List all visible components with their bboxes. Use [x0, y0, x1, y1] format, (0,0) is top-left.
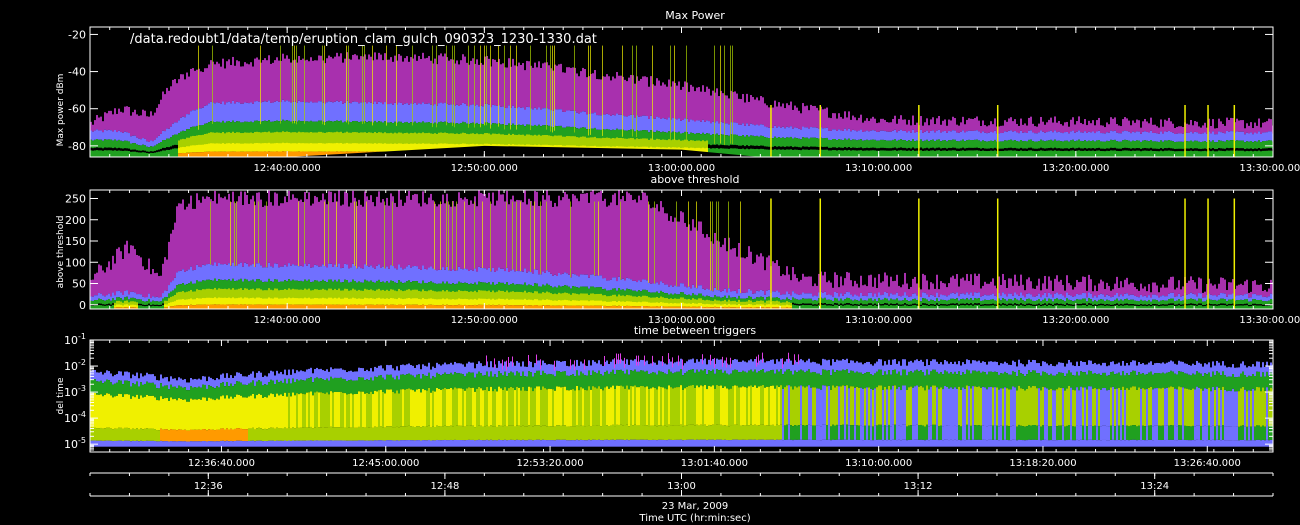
y-tick-label: 100: [65, 256, 86, 269]
panel-title-max-power: Max Power: [665, 9, 725, 22]
activity-spike: [1184, 105, 1186, 157]
heatmap-time-between-triggers: [90, 352, 1273, 447]
x-tick-label: 12:40:00.000: [254, 163, 321, 174]
x-tick-label: 13:10:00.000: [845, 315, 912, 326]
x-tick-label: 13:30:00.000: [1239, 315, 1300, 326]
activity-spike: [996, 105, 999, 157]
activity-spike: [1233, 105, 1236, 157]
activity-spike: [918, 105, 920, 157]
activity-spike: [1207, 198, 1209, 309]
y-tick-label: 10-3: [64, 384, 86, 399]
activity-spike: [819, 105, 822, 157]
y-tick-label: -80: [68, 140, 86, 153]
x-tick-label: 12:45:00.000: [352, 458, 419, 469]
heatmap-above-threshold: [90, 190, 1273, 309]
y-tick-label: 10-4: [64, 410, 86, 425]
secondary-tick-label: 13:24: [1140, 481, 1169, 492]
ylabel-del-time: del time: [56, 377, 66, 414]
y-tick-label: 50: [72, 278, 86, 291]
secondary-tick-label: 13:12: [904, 481, 933, 492]
activity-spike: [1233, 198, 1236, 309]
panel-title-time-between-triggers: time between triggers: [634, 324, 757, 337]
x-tick-label: 12:50:00.000: [451, 315, 518, 326]
secondary-tick-label: 12:48: [430, 481, 459, 492]
x-tick-label: 12:53:20.000: [516, 458, 583, 469]
x-tick-label: 12:50:00.000: [451, 163, 518, 174]
heatmap-columns: [90, 45, 1273, 157]
heatmap-columns: [90, 352, 1273, 447]
x-tick-label: 12:36:40.000: [188, 458, 255, 469]
y-tick-label: 10-2: [64, 358, 86, 373]
x-tick-label: 13:10:00.000: [845, 458, 912, 469]
y-tick-label: 10-1: [64, 332, 86, 347]
panel-max-power: Max Power Max power dBm -80 -60 -40 -20 12:4…: [56, 9, 1300, 174]
x-tick-label: 13:00:00.000: [648, 163, 715, 174]
secondary-tick-label: 12:36: [194, 481, 223, 492]
x-tick-label: 13:10:00.000: [845, 163, 912, 174]
secondary-time-axis: 12:36 12:48 13:00 13:12 13:24: [89, 472, 1274, 497]
activity-spike: [770, 198, 772, 309]
y-tick-label: -20: [68, 28, 86, 41]
x-tick-label: 13:00:00.000: [648, 315, 715, 326]
date-label: 23 Mar, 2009: [662, 501, 729, 512]
y-tick-label: -40: [68, 66, 86, 79]
activity-spike: [996, 198, 999, 309]
x-tick-label: 13:20:00.000: [1042, 163, 1109, 174]
x-axis-label: Time UTC (hr:min:sec): [638, 513, 750, 524]
x-tick-label: 13:01:40.000: [681, 458, 748, 469]
y-tick-label: 10-5: [64, 436, 86, 451]
panel-time-between-triggers: time between triggers del time 10-510-41…: [56, 324, 1274, 469]
axes-time-between-triggers: 10-5 10-4 10-3 10-2 10-1 12:36:40.000 12:45:00…: [64, 332, 1274, 469]
file-label: /data.redoubt1/data/temp/eruption_clam_g…: [130, 32, 597, 47]
ylabel-max-power: Max power dBm: [56, 74, 66, 147]
y-tick-label: 200: [65, 214, 86, 227]
panel-above-threshold: above threshold above threshold 0 50 100 15…: [56, 173, 1300, 326]
x-tick-label: 13:18:20.000: [1009, 458, 1076, 469]
secondary-tick-label: 13:00: [667, 481, 696, 492]
activity-spike: [1184, 198, 1186, 309]
y-tick-label: 0: [79, 299, 86, 312]
x-tick-label: 12:40:00.000: [254, 315, 321, 326]
axes-max-power: -80 -60 -40 -20 12:40:00.000 12:50:00.000 13:0…: [68, 26, 1300, 174]
y-tick-label: -60: [68, 103, 86, 116]
x-tick-label: 13:30:00.000: [1239, 163, 1300, 174]
y-tick-label: 150: [65, 235, 86, 248]
activity-spike: [918, 198, 920, 309]
activity-spike: [770, 105, 772, 157]
activity-spike: [819, 198, 822, 309]
heatmap-max-power: [90, 45, 1273, 157]
heatmap-columns: [90, 190, 1273, 309]
axes-above-threshold: 0 50 100 150 200 250 12:40:00.000 12:50:00.000 1…: [65, 189, 1300, 326]
panel-title-above-threshold: above threshold: [650, 173, 739, 186]
x-tick-label: 13:20:00.000: [1042, 315, 1109, 326]
y-tick-label: 250: [65, 193, 86, 206]
ylabel-above-threshold: above threshold: [56, 216, 66, 289]
x-tick-label: 13:26:40.000: [1174, 458, 1241, 469]
activity-spike: [1207, 105, 1209, 157]
